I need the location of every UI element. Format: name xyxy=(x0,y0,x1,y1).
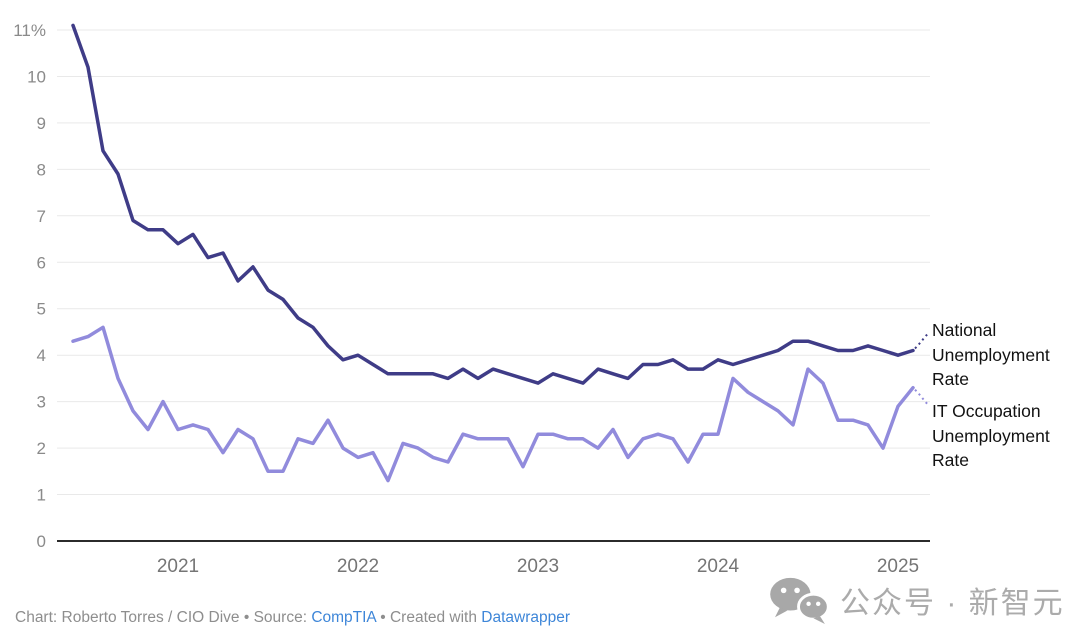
x-axis-year-label: 2022 xyxy=(337,556,379,577)
y-axis-tick-label: 9 xyxy=(37,114,46,133)
national-label-connector xyxy=(914,331,930,350)
y-axis-tick-label: 10 xyxy=(27,68,46,87)
y-axis-tick-label: 6 xyxy=(37,253,46,272)
y-axis-tick-label: 11% xyxy=(13,21,46,40)
x-axis-year-label: 2025 xyxy=(877,556,919,577)
y-axis-tick-label: 3 xyxy=(37,393,46,412)
x-axis-year-label: 2023 xyxy=(517,556,559,577)
y-axis-tick-label: 7 xyxy=(37,207,46,226)
created-with-text: • Created with xyxy=(380,609,477,626)
wechat-watermark: 公众号 · 新智元 xyxy=(768,576,1065,624)
y-axis-tick-label: 0 xyxy=(37,532,46,551)
y-axis-tick-label: 1 xyxy=(37,486,46,505)
x-axis-year-label: 2021 xyxy=(157,556,199,577)
y-axis-tick-label: 2 xyxy=(37,439,46,458)
footer-credits: Chart: Roberto Torres / CIO Dive • Sourc… xyxy=(15,609,570,627)
it-series-label: IT Occupation Unemployment Rate xyxy=(932,401,1050,470)
watermark-text: 公众号 · 新智元 xyxy=(840,587,1065,620)
datawrapper-link[interactable]: Datawrapper xyxy=(481,609,571,626)
y-axis-tick-label: 4 xyxy=(37,346,46,365)
chart-credit-text: Chart: Roberto Torres / CIO Dive • Sourc… xyxy=(15,609,307,626)
unemployment-line-chart: 0 1 2 3 4 5 6 7 8 9 10 11% 2021 2022 2023 2024 2025 xyxy=(13,21,930,577)
wechat-icon xyxy=(768,576,830,624)
y-axis-tick-label: 8 xyxy=(37,160,46,179)
source-link[interactable]: CompTIA xyxy=(311,609,376,626)
it-label-connector xyxy=(914,388,930,407)
national-rate-line xyxy=(71,23,915,385)
y-axis-tick-label: 5 xyxy=(37,300,46,319)
x-axis-year-label: 2024 xyxy=(697,556,740,577)
it-rate-line xyxy=(71,325,915,483)
national-series-label: National Unemployment Rate xyxy=(932,320,1050,389)
